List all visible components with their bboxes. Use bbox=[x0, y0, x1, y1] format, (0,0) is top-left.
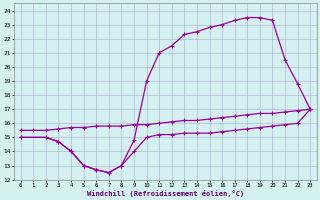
X-axis label: Windchill (Refroidissement éolien,°C): Windchill (Refroidissement éolien,°C) bbox=[87, 190, 244, 197]
